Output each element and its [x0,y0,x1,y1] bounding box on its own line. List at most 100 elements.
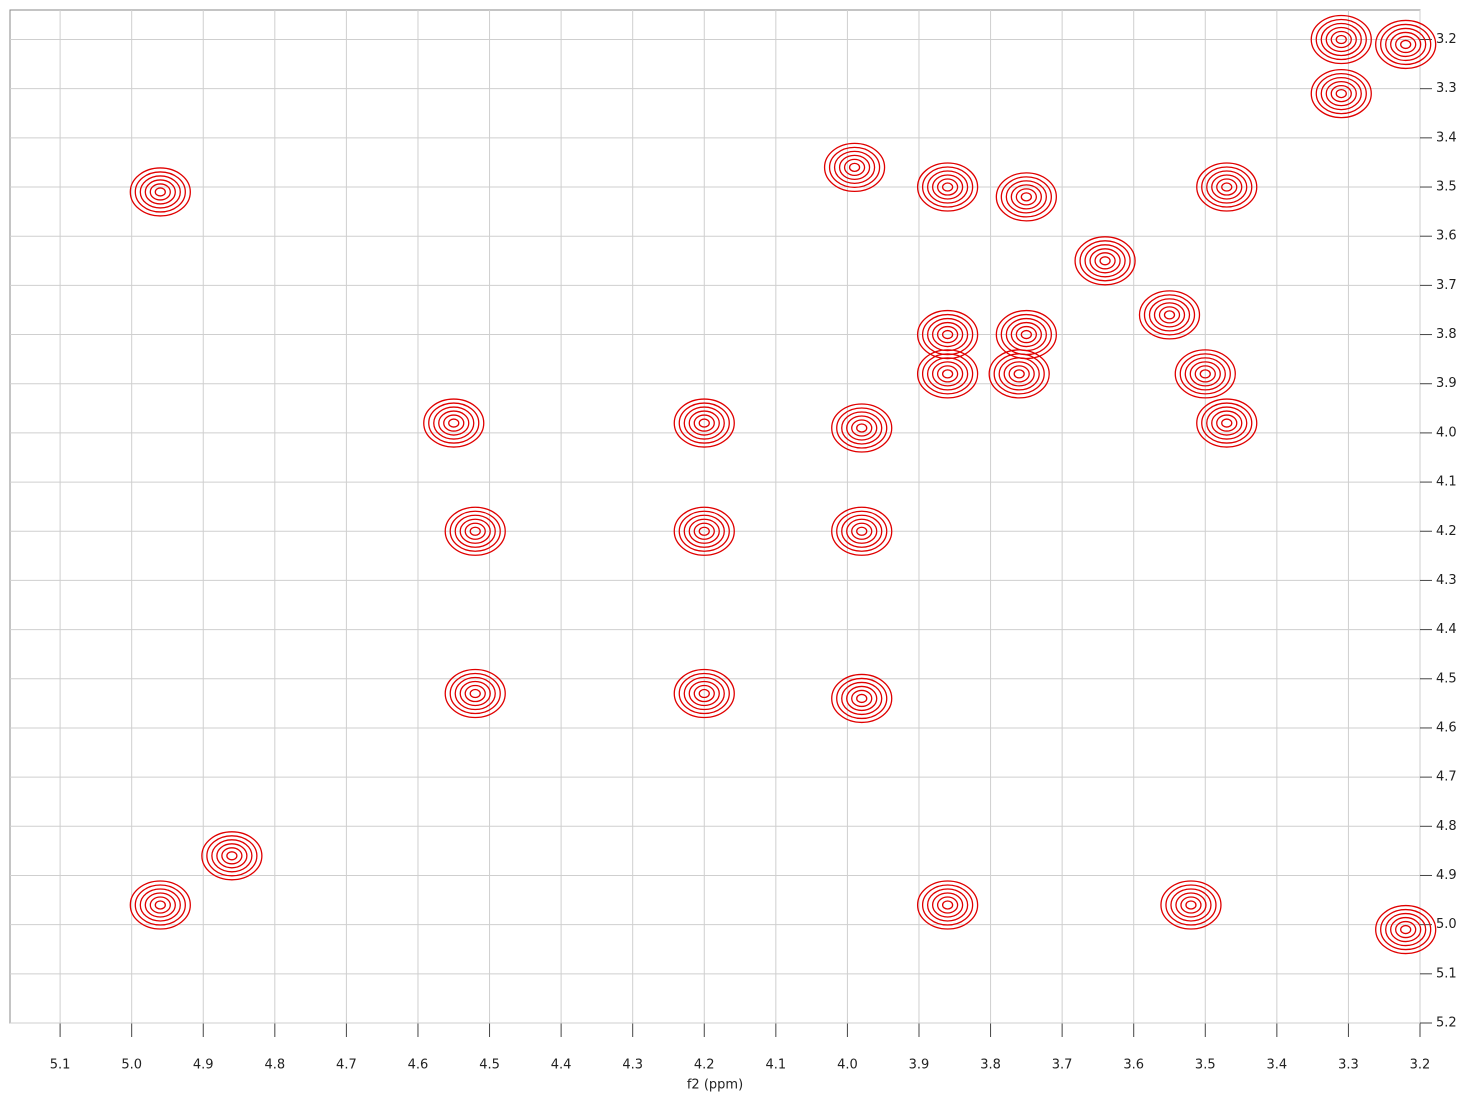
cross-peak [1138,290,1201,340]
x-tick-label: 4.7 [336,1058,357,1073]
contour-ring [941,900,954,910]
contour-ring [144,892,176,918]
x-tick-label: 3.2 [1410,1058,1431,1073]
contour-ring [673,506,735,556]
contour-ring [423,398,485,448]
x-tick-label: 4.3 [622,1058,643,1073]
contour-ring [846,415,878,441]
contour-ring [211,839,253,873]
cross-peak [916,309,979,360]
y-tick-label: 4.4 [1436,622,1457,637]
contour-ring [1380,908,1432,951]
contour-ring [916,162,979,212]
contour-ring [1375,19,1437,70]
contour-ring [134,171,186,213]
contour-ring [1315,72,1367,115]
contour-ring [201,831,263,881]
contour-ring [1199,369,1211,379]
contour-ring [1395,35,1417,54]
contour-ring [856,423,868,433]
y-tick-label: 4.1 [1436,475,1457,490]
contour-ring [154,900,166,910]
contour-ring [988,349,1050,399]
contour-ring [916,309,979,360]
contour-ring [206,835,258,877]
cross-peak [916,880,979,930]
cross-peak [1174,349,1236,399]
contour-ring [995,172,1057,222]
contour-ring [1196,162,1258,212]
y-tick-label: 4.3 [1436,573,1457,588]
contour-ring [1390,31,1422,58]
contour-ring [1170,888,1212,922]
plot-frame [9,9,1421,1024]
x-tick-label: 3.5 [1195,1058,1216,1073]
contour-ring [454,514,496,548]
contour-ring [1184,357,1226,391]
contour-ring [459,518,491,544]
x-tick-label: 5.0 [121,1058,142,1073]
cross-peak [1196,398,1258,448]
contour-ring [698,688,710,699]
cross-peak [1310,68,1372,119]
contour-ring [449,672,501,715]
cross-peak [988,349,1050,399]
contour-ring [1400,924,1412,935]
contour-ring [449,510,501,552]
contour-ring [1175,892,1207,918]
contour-ring [846,685,878,712]
contour-ring [1143,294,1196,336]
contour-ring [936,365,959,383]
contour-ring [1196,398,1258,448]
cross-peak [673,668,735,719]
y-tick-label: 3.7 [1436,278,1457,293]
contour-ring [1320,76,1362,111]
y-tick-label: 3.9 [1436,376,1457,391]
cross-peak [1074,236,1136,286]
contour-ring [921,353,974,395]
contour-ring [698,526,710,536]
cross-peak [1196,162,1258,212]
contour-ring [1221,418,1233,428]
contour-ring [1003,361,1035,387]
cross-peak [916,349,979,399]
contour-ring [226,851,238,861]
contour-ring [1089,248,1121,274]
contour-ring [129,880,191,930]
contour-ring [1148,298,1191,332]
y-tick-label: 4.8 [1436,819,1457,834]
cross-peak [1160,880,1222,930]
contour-ring [851,689,873,708]
contour-ring [921,884,974,926]
y-tick-label: 4.5 [1436,671,1457,686]
cross-peak [201,831,263,881]
contour-ring [438,410,470,436]
contour-ring [444,506,506,556]
contour-ring [154,187,166,197]
contour-ring [134,884,186,926]
contour-ring [931,174,964,200]
contour-ring [931,892,964,918]
contour-ring [1216,414,1238,432]
x-tick-label: 3.4 [1267,1058,1288,1073]
contour-ring [851,522,873,540]
cross-peak [823,142,886,193]
contour-ring [1013,369,1025,379]
contour-ring [678,672,730,715]
contour-ring [693,684,715,703]
contour-ring [454,676,496,711]
cross-peak [995,172,1057,222]
contour-ring [683,406,725,440]
contour-ring [698,418,710,428]
x-tick-label: 3.9 [909,1058,930,1073]
contour-ring [673,668,735,719]
x-tick-label: 3.8 [980,1058,1001,1073]
contour-ring [1380,23,1432,66]
cross-peak [129,167,191,217]
y-tick-label: 3.8 [1436,327,1457,342]
cross-peak [831,673,893,724]
contour-ring [1180,896,1202,914]
y-tick-label: 4.6 [1436,720,1457,735]
contour-ring [1185,900,1197,910]
